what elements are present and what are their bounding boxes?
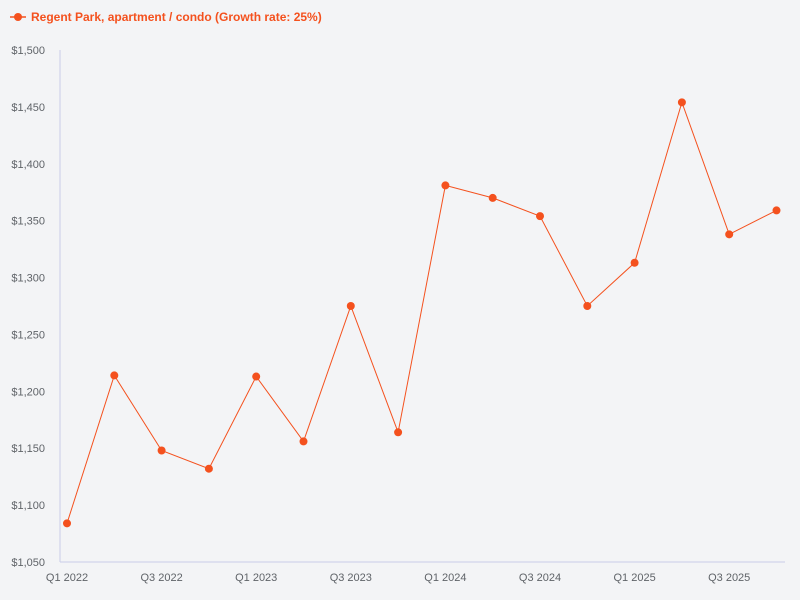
x-tick-label: Q1 2024 [424,572,466,584]
x-tick-label: Q3 2025 [708,572,750,584]
x-tick-label: Q1 2023 [235,572,277,584]
data-point[interactable] [394,428,403,437]
y-tick-label: $1,200 [11,386,45,398]
x-tick-label: Q3 2024 [519,572,561,584]
data-point[interactable] [299,437,308,446]
data-point[interactable] [346,302,355,310]
series-line [66,100,777,524]
data-point[interactable] [536,212,544,221]
y-tick-label: $1,500 [11,45,45,57]
y-axis-ticks: $1,050 $1,100 $1,150 $1,200 $1,250 $1,300 $1,3… [11,45,45,569]
y-tick-label: $1,300 [11,273,45,285]
x-tick-label: Q1 2022 [46,572,88,584]
data-point[interactable] [110,371,119,380]
data-point[interactable] [204,464,213,473]
data-points [63,98,781,528]
data-point[interactable] [583,302,592,310]
legend[interactable]: Regent Park, apartment / condo (Growth r… [10,10,322,24]
y-tick-label: $1,100 [11,500,45,512]
data-point[interactable] [488,193,497,202]
data-point[interactable] [772,206,781,215]
y-tick-label: $1,150 [11,443,45,455]
data-point[interactable] [63,519,71,528]
y-tick-label: $1,250 [11,329,45,341]
x-tick-label: Q1 2025 [613,572,655,584]
legend-label: Regent Park, apartment / condo (Growth r… [31,10,322,24]
legend-dot-marker [14,13,22,21]
y-tick-label: $1,450 [11,102,45,114]
data-point[interactable] [441,181,450,190]
y-tick-label: $1,350 [11,216,45,228]
x-tick-label: Q3 2022 [140,572,182,584]
data-point[interactable] [157,446,166,455]
y-tick-label: $1,050 [11,557,45,569]
y-tick-label: $1,400 [11,159,45,171]
data-point[interactable] [677,98,686,107]
x-axis-ticks: Q1 2022 Q3 2022 Q1 2023 Q3 2023 Q1 2024 Q3 20… [46,572,750,584]
x-tick-label: Q3 2023 [330,572,372,584]
data-point[interactable] [725,230,734,239]
data-point[interactable] [252,372,261,381]
data-point[interactable] [630,258,639,267]
